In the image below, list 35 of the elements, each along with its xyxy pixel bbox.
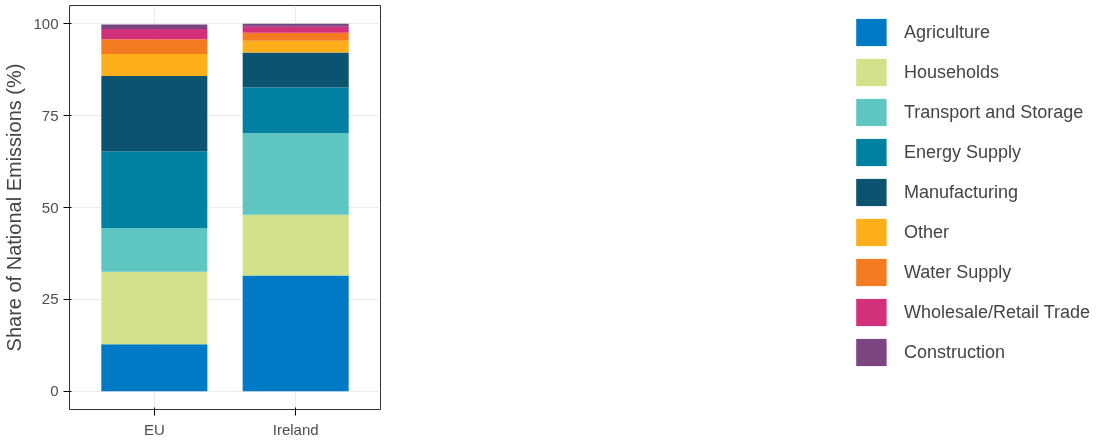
y-tick-label: 50 xyxy=(41,198,59,216)
bar xyxy=(242,52,349,88)
y-tick-label: 75 xyxy=(41,106,59,124)
bar xyxy=(242,26,349,33)
x-tick-label: EU xyxy=(143,420,165,438)
bar xyxy=(101,29,208,40)
y-tick-label: 0 xyxy=(50,382,59,400)
legend-label: Wholesale/Retail Trade xyxy=(903,301,1090,323)
bar xyxy=(242,32,349,41)
bar xyxy=(242,40,349,53)
x-tick-label: Ireland xyxy=(272,420,319,438)
legend-label: Water Supply xyxy=(903,261,1012,283)
legend-label: Construction xyxy=(903,341,1005,363)
bar xyxy=(101,39,208,54)
bar xyxy=(242,275,349,392)
bar xyxy=(101,24,208,30)
legend-label: Manufacturing xyxy=(903,181,1018,203)
legend-label: Agriculture xyxy=(903,21,990,43)
y-tick-label: 25 xyxy=(41,290,59,308)
bar xyxy=(101,151,208,229)
bar xyxy=(242,87,349,134)
bar xyxy=(101,53,208,77)
bar xyxy=(101,344,208,392)
bar xyxy=(101,271,208,345)
bar xyxy=(242,23,349,27)
bar xyxy=(242,133,349,215)
legend-label: Transport and Storage xyxy=(903,101,1084,123)
bar xyxy=(242,214,349,276)
bar xyxy=(101,228,208,272)
y-tick-label: 100 xyxy=(33,14,59,32)
legend-label: Other xyxy=(903,221,949,243)
legend-label: Households xyxy=(903,61,999,83)
legend-label: Energy Supply xyxy=(903,141,1021,163)
bar xyxy=(101,76,208,152)
y-axis-title: Share of National Emissions (%) xyxy=(3,63,26,352)
